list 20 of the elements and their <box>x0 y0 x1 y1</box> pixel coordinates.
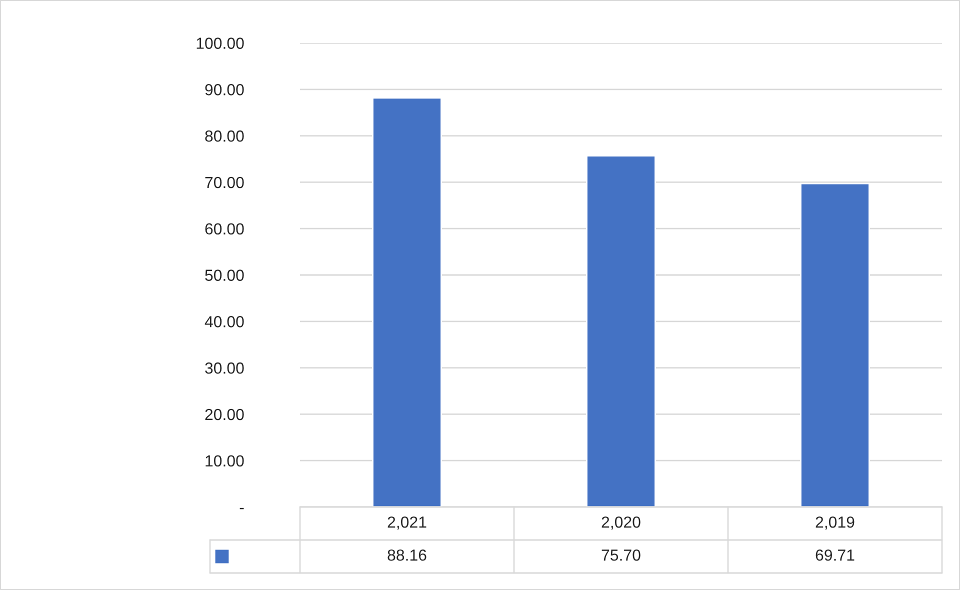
y-tick-label: 10.00 <box>206 455 244 467</box>
y-tick-label: 50.00 <box>205 270 244 281</box>
y-tick-label: 30.00 <box>205 362 244 374</box>
text: 69.71 <box>816 549 854 561</box>
y-tick-label: 60.00 <box>205 223 244 235</box>
x-tick-label: 2,019 <box>816 516 854 530</box>
y-tick-label: 70.00 <box>205 176 244 188</box>
y-tick-label: 90.00 <box>205 84 244 96</box>
y-tick-label: 80.00 <box>205 130 244 142</box>
y-tick-label: 40.00 <box>204 316 244 328</box>
bar <box>586 155 656 507</box>
text: 75.70 <box>602 549 640 561</box>
y-tick-label: - <box>240 508 244 510</box>
x-tick-label: 2,021 <box>388 516 426 530</box>
bar <box>800 182 870 507</box>
y-tick-label: 100.00 <box>196 38 244 49</box>
bar <box>372 97 442 507</box>
text: 88.16 <box>388 549 426 561</box>
x-tick-label: 2,020 <box>602 516 640 530</box>
y-tick-label: 20.00 <box>205 408 244 420</box>
